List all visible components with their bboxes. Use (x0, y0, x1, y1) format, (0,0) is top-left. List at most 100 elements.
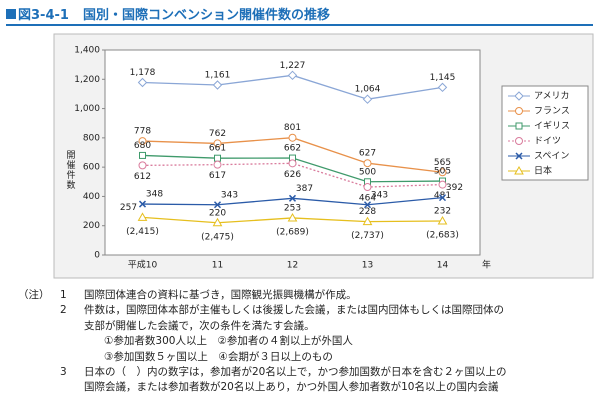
header-mark (6, 9, 16, 19)
participant-label: (2,475) (201, 232, 234, 242)
data-label: 617 (209, 171, 226, 181)
participant-label: (2,415) (126, 227, 159, 237)
point (138, 161, 147, 170)
data-label: 680 (134, 141, 151, 151)
point (288, 194, 297, 202)
data-label: 343 (221, 190, 238, 200)
note-number: 3 (60, 366, 67, 379)
data-label: 220 (209, 208, 226, 218)
note-line: ①参加者数300人以上 ②参加者の４割以上が外国人 (104, 335, 353, 348)
x-tick-label: 平成10 (128, 259, 158, 271)
point (363, 159, 372, 168)
legend-marker (515, 107, 523, 115)
note-line: 国際会議，または参加者数が20名以上あり，かつ外国人参加者数が10名以上の国内会… (84, 381, 499, 394)
x-tick-label: 11 (212, 261, 223, 271)
header: 図3-4-1 国別・国際コンベンション開催件数の推移 (6, 4, 593, 26)
y-axis-label: 開催件数 (65, 150, 76, 190)
data-label: 348 (146, 190, 163, 200)
data-label: 661 (209, 144, 226, 154)
point (437, 82, 448, 93)
point (288, 133, 297, 142)
legend-marker (515, 122, 523, 130)
data-label: 778 (134, 127, 151, 137)
note-line: 国際団体連合の資料に基づき，国際観光振興機構が作成。 (84, 289, 357, 301)
data-label: 392 (446, 183, 463, 193)
data-label: 253 (284, 203, 301, 213)
note-number: 2 (60, 304, 67, 317)
point (363, 183, 372, 192)
y-tick-label: 1,200 (74, 75, 100, 85)
note-line: 日本の（ ）内の数字は，参加者が20名以上で，かつ参加国数が日本を含む２ヶ国以上… (84, 366, 507, 379)
point (212, 80, 223, 90)
data-label: 612 (134, 172, 151, 182)
note-line: 支部が開催した会議で，次の条件を満たす会議。 (84, 319, 315, 332)
data-label: 762 (209, 129, 226, 139)
y-tick-label: 0 (94, 251, 100, 261)
point (287, 70, 298, 81)
data-label: 1,145 (430, 73, 456, 83)
legend-label: 日本 (534, 165, 552, 177)
legend-marker (514, 165, 524, 175)
data-label: 565 (434, 158, 451, 168)
point (438, 168, 447, 177)
figure-title: 国別・国際コンベンション開催件数の推移 (82, 8, 330, 23)
legend (501, 85, 589, 181)
note-line: ③参加国数５ヶ国以上 ④会期が３日以上のもの (104, 350, 333, 363)
point (288, 159, 297, 168)
y-tick-label: 600 (83, 163, 100, 173)
data-label: 1,178 (130, 68, 156, 78)
point (137, 212, 148, 221)
figure-number: 図3-4-1 (18, 8, 69, 23)
data-label: 801 (284, 123, 301, 133)
legend-label: スペイン (534, 152, 569, 162)
data-label: 228 (359, 207, 376, 217)
y-tick-label: 1,400 (74, 46, 100, 56)
data-label: 481 (434, 191, 451, 201)
y-tick-label: 800 (83, 133, 100, 143)
participant-label: (2,737) (351, 231, 384, 241)
chart: 開催件数 年 0 200 400 600 800 1,000 1,200 1,400 平成10 1… (53, 33, 594, 279)
data-label: 387 (296, 184, 313, 194)
note-item: 3 日本の（ ）内の数字は，参加者が20名以上で，かつ参加国数が日本を含む２ヶ国以… (58, 365, 593, 396)
point (213, 201, 222, 209)
legend-label: フランス (534, 106, 570, 117)
data-label: 662 (284, 144, 301, 154)
point (139, 151, 146, 159)
point (213, 139, 222, 148)
data-label: 627 (359, 149, 376, 159)
point (287, 212, 298, 222)
y-tick-label: 1,000 (74, 104, 100, 114)
participant-label: (2,683) (426, 231, 459, 241)
series-line (142, 162, 443, 188)
point (137, 77, 148, 88)
data-label: 1,227 (280, 61, 306, 71)
point (362, 94, 373, 104)
point (437, 216, 448, 225)
legend-marker (515, 152, 523, 160)
note-number: 1 (60, 289, 67, 301)
y-tick-label: 400 (83, 192, 100, 202)
data-label: 500 (359, 167, 376, 177)
x-tick-label: 14 (437, 261, 449, 271)
point (362, 216, 373, 226)
x-tick-label: 12 (287, 261, 298, 271)
notes-label: （注） (18, 289, 50, 301)
participant-label: (2,689) (276, 227, 309, 237)
point (138, 137, 147, 146)
x-axis-label: 年 (482, 259, 491, 271)
x-tick-label: 13 (362, 261, 373, 271)
legend-label: イギリス (534, 121, 570, 132)
point (212, 217, 223, 227)
data-label: 626 (284, 170, 301, 180)
data-label: 1,064 (355, 85, 381, 95)
note-item: 1 国際団体連合の資料に基づき，国際観光振興機構が作成。 (58, 288, 593, 303)
point (363, 201, 372, 209)
legend-label: アメリカ (534, 91, 570, 102)
data-label: 1,161 (205, 70, 231, 80)
data-label: 505 (434, 167, 451, 177)
note-line: 件数は，国際団体本部が主催もしくは後援した会議，または国内団体もしくは国際団体の (84, 304, 504, 317)
data-label: 232 (434, 207, 451, 217)
point (214, 154, 221, 162)
point (438, 194, 447, 202)
